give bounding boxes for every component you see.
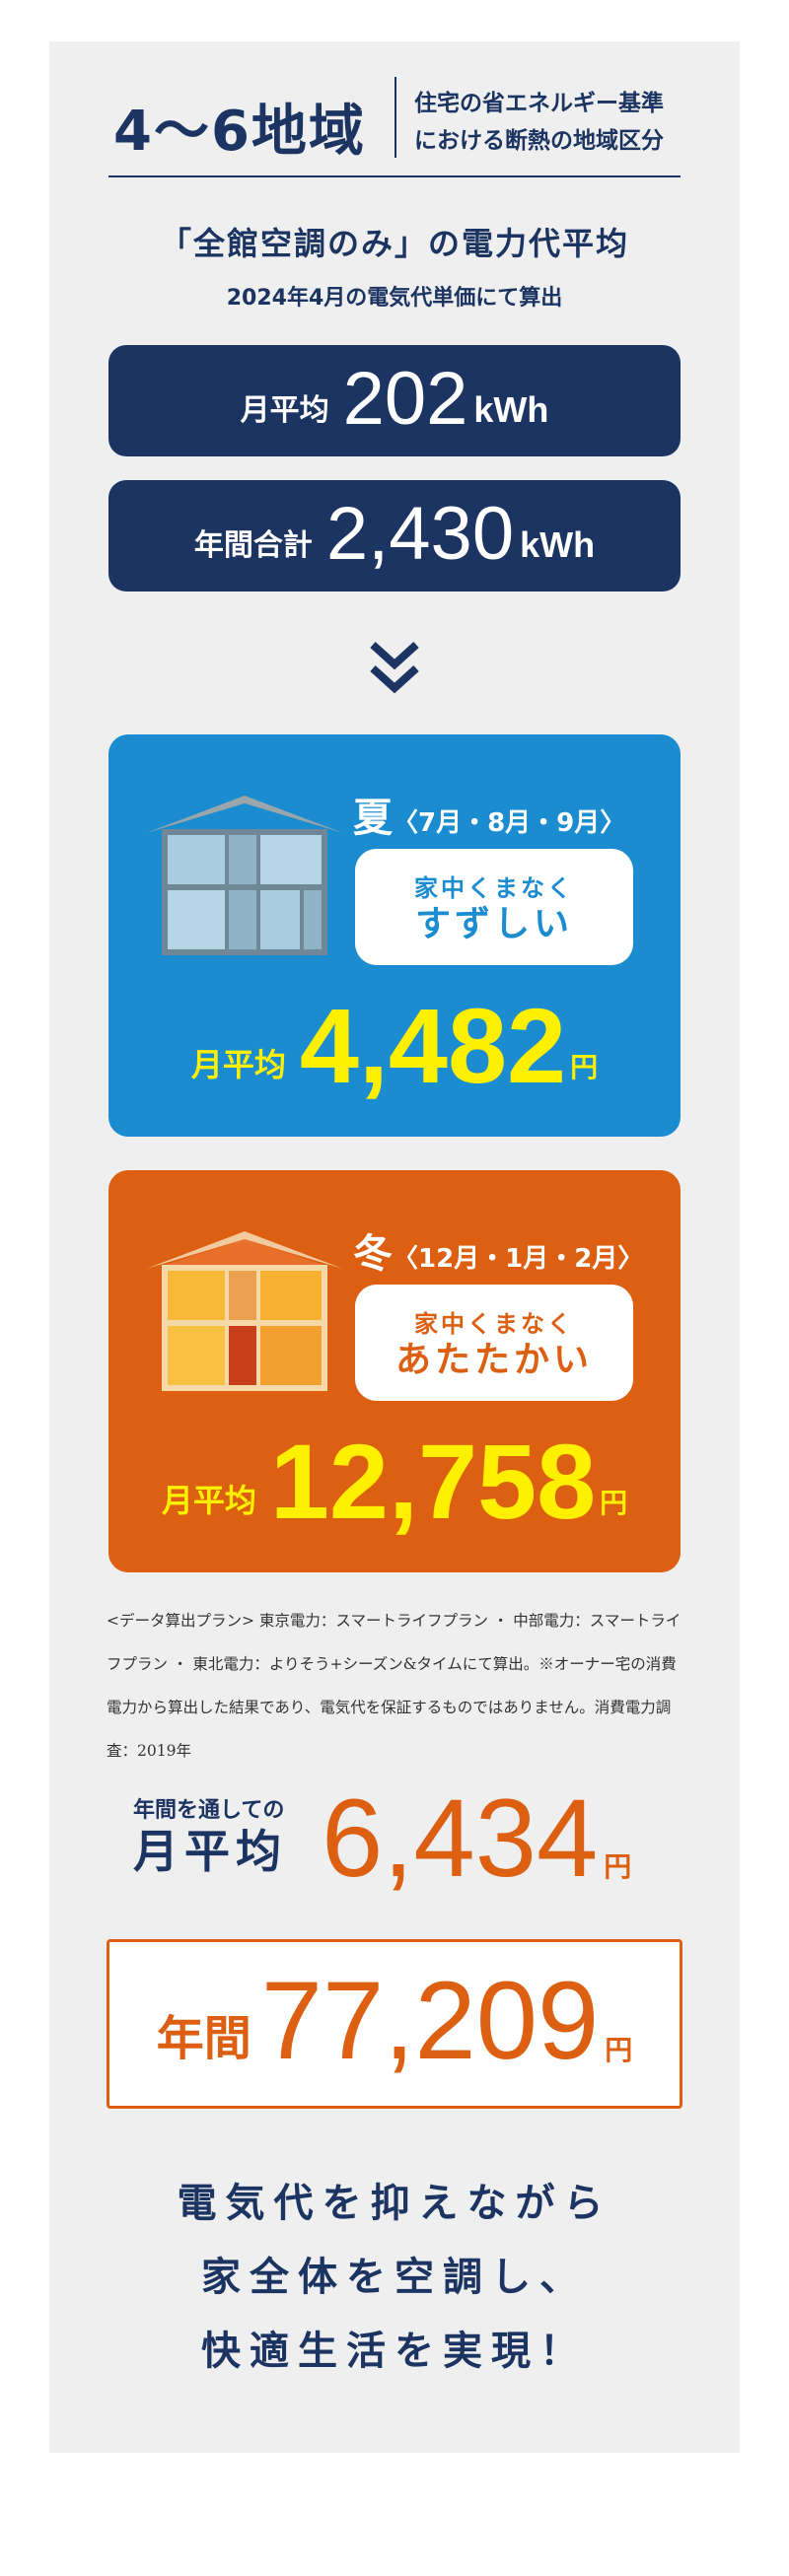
annual-average-label: 年間を通しての 月平均 (133, 1798, 287, 1878)
region-description-line: 住宅の省エネルギー基準 (414, 91, 664, 116)
season-heading: 夏〈7月・8月・9月〉 (353, 796, 626, 841)
double-chevron-down-icon (370, 642, 419, 694)
section-title: 「全館空調のみ」の電力代平均 (159, 225, 629, 262)
closing-message: 電気代を抑えながら 家全体を空調し、 快適生活を実現！ (177, 2181, 612, 2374)
vertical-divider (394, 77, 396, 158)
usage-unit: kWh (520, 524, 596, 565)
summer-card: 夏〈7月・8月・9月〉 家中くまなく すずしい 月平均 4,482 円 (108, 734, 681, 1137)
divider (108, 175, 681, 177)
usage-label: 年間合計 (193, 528, 313, 563)
calculation-note: <データ算出プラン> 東京電力：スマートライフプラン ・ 中部電力：スマートライ… (107, 1612, 681, 1760)
region-description: 住宅の省エネルギー基準 における断熱の地域区分 (414, 85, 664, 160)
season-tagline: 家中くまなく あたたかい (355, 1285, 633, 1401)
warm-house-illustration (146, 1231, 343, 1391)
season-heading: 冬〈12月・1月・2月〉 (353, 1231, 644, 1277)
usage-value: 2,430 (325, 492, 515, 576)
season-tagline: 家中くまなく すずしい (355, 849, 633, 965)
usage-value: 202 (342, 357, 468, 441)
summer-price: 月平均 4,482 円 (190, 986, 599, 1105)
usage-unit: kWh (473, 389, 549, 430)
cool-house-illustration (146, 796, 343, 955)
region-description-line: における断熱の地域区分 (414, 128, 664, 154)
monthly-usage-box: 月平均 202 kWh (108, 345, 681, 456)
annual-average-value: 6,434 円 (322, 1776, 632, 1900)
section-subtitle: 2024年4月の電気代単価にて算出 (226, 286, 563, 311)
usage-label: 月平均 (240, 393, 329, 428)
region-heading: 4～6地域 (113, 100, 366, 164)
annual-total-box: 年間 77,209 円 (107, 1939, 682, 2109)
winter-card: 冬〈12月・1月・2月〉 家中くまなく あたたかい 月平均 12,758 円 (108, 1170, 681, 1572)
annual-usage-box: 年間合計 2,430 kWh (108, 480, 681, 592)
winter-price: 月平均 12,758 円 (161, 1422, 628, 1541)
